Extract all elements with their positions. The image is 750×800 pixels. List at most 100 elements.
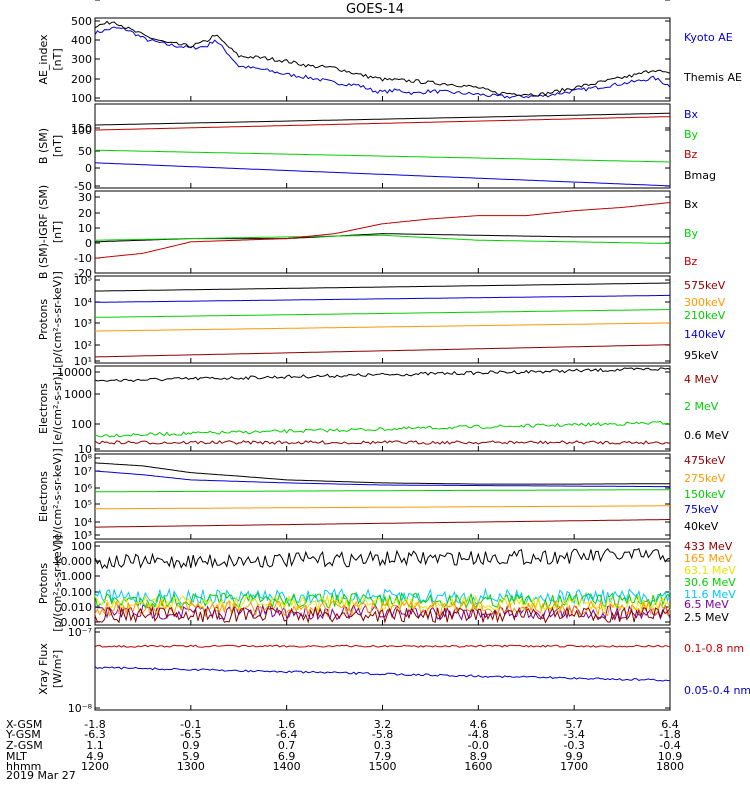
- legend-label: 150keV: [684, 488, 726, 501]
- y-axis-label: [p/(cm²-s-sr-keV)]: [51, 271, 64, 368]
- y-tick-label: 0: [85, 0, 92, 3]
- y-axis-label: [p/(cm²-s-sr-keV)]: [51, 535, 64, 632]
- panel-protons_high: 100 10.000 1.000 0.100 0.010 0.001 Protons [p/(…: [37, 535, 736, 632]
- y-axis-label: [e/(cm²-s-sr-keV)]: [51, 448, 64, 544]
- series-line-0-6-mev: [94, 367, 671, 383]
- legend-label: 140keV: [684, 328, 726, 341]
- panel-frame: [94, 627, 671, 711]
- legend-label: 475keV: [684, 454, 726, 467]
- x-axis-value: -0.0: [468, 739, 489, 752]
- x-axis-row-label: Z-GSM: [6, 739, 43, 752]
- legend-label: 275keV: [684, 472, 726, 485]
- x-axis-value: 10.9: [658, 750, 683, 763]
- legend-label: 6.5 MeV: [684, 598, 729, 611]
- legend-label: 4 MeV: [684, 373, 719, 386]
- series-line-bz: [95, 116, 671, 131]
- x-axis-value: -0.4: [659, 739, 680, 752]
- series-line-11-6-mev: [94, 587, 671, 606]
- series-line-2-5-mev: [94, 547, 671, 570]
- series-line-63-1-mev: [94, 594, 671, 613]
- x-axis-value: 7.9: [374, 750, 392, 763]
- series-line-kyoto-ae: [94, 26, 671, 99]
- y-tick-label: 0.001: [61, 616, 93, 629]
- y-axis-label: Protons: [37, 299, 50, 340]
- y-tick-label: 10³: [74, 317, 92, 330]
- x-axis-value: 0.3: [374, 739, 392, 752]
- legend-label: 575keV: [684, 279, 726, 292]
- series-line-95kev: [94, 282, 670, 292]
- legend-label: Themis AE: [683, 71, 742, 84]
- y-tick-label: 10²: [74, 339, 92, 352]
- series-line-300kev: [95, 322, 670, 332]
- y-tick-label: 0: [85, 162, 92, 175]
- series-line-140kev: [95, 294, 670, 303]
- y-tick-label: -50: [74, 180, 92, 193]
- panel-electrons_high: 10000 1000 100 10 Electrons [e/(cm²-s-sr)] 0.6…: [37, 365, 729, 456]
- y-tick-label: 50: [78, 145, 92, 158]
- y-tick-label: 10⁻⁷: [68, 626, 92, 639]
- series-line-bz: [94, 202, 671, 259]
- y-tick-label: 10⁸: [74, 452, 93, 465]
- y-tick-label: 100: [71, 540, 92, 553]
- x-axis-value: 1400: [273, 760, 301, 773]
- legend-label: 0.05-0.4 nm: [684, 684, 750, 697]
- x-axis-row-label: MLT: [6, 750, 27, 763]
- x-axis-value: 1700: [560, 760, 588, 773]
- series-line-by: [95, 149, 671, 163]
- y-axis-label: [nT]: [51, 221, 64, 243]
- y-tick-label: 0.100: [61, 586, 93, 599]
- x-axis-value: 0.9: [182, 739, 200, 752]
- y-tick-label: 100: [71, 418, 92, 431]
- panel-bigrf: 30 20 10 0 -10 -20 B (SM)-IGRF (SM) [nT] Bx By Bz: [37, 185, 699, 280]
- x-axis-value: 1800: [656, 760, 684, 773]
- x-axis-value: -1.8: [84, 718, 105, 731]
- legend-label: 165 MeV: [684, 552, 733, 565]
- y-tick-label: 200: [71, 73, 92, 86]
- legend-label: 433 MeV: [684, 540, 733, 553]
- y-tick-label: 10⁻⁸: [68, 702, 93, 715]
- y-axis-label: [W/m²]: [51, 650, 64, 688]
- y-tick-label: 10⁶: [74, 482, 93, 495]
- x-axis-value: 1.6: [278, 718, 296, 731]
- y-tick-label: 20: [78, 207, 92, 220]
- x-axis-value: 6.9: [278, 750, 296, 763]
- series-line-by: [95, 234, 671, 244]
- series-line-150kev: [95, 489, 671, 493]
- panel-frame: [94, 275, 671, 364]
- x-axis-value: -6.3: [84, 728, 105, 741]
- x-axis-value: -0.3: [563, 739, 584, 752]
- series-line-475kev: [95, 519, 670, 528]
- y-tick-label: 10⁴: [74, 516, 93, 529]
- legend-label: 75keV: [684, 503, 719, 516]
- y-tick-label: 10.000: [54, 555, 93, 568]
- y-axis-label: [nT]: [51, 135, 64, 157]
- series-line-40kev: [94, 462, 670, 485]
- x-axis-value: 6.4: [661, 718, 679, 731]
- x-axis-value: 1600: [464, 760, 492, 773]
- x-axis-value: 8.9: [470, 750, 488, 763]
- x-axis-value: -1.8: [659, 728, 680, 741]
- legend-label: Bz: [684, 255, 698, 268]
- y-tick-label: 30: [78, 191, 92, 204]
- y-tick-label: 100: [71, 124, 92, 137]
- series-line-bx: [94, 162, 671, 187]
- series-line-0-1-0-8-nm: [94, 644, 671, 648]
- panel-protons_mag: 10⁵ 10⁴ 10³ 10² 10¹ Protons [p/(cm²-s-sr-keV)]…: [37, 271, 726, 368]
- x-axis-value: 4.9: [86, 750, 104, 763]
- x-axis-value: 0.7: [278, 739, 296, 752]
- y-tick-label: 150: [71, 122, 92, 135]
- y-tick-label: 10⁵: [74, 274, 92, 287]
- legend-label: 0.6 MeV: [684, 429, 729, 442]
- y-axis-label: Electrons: [37, 471, 50, 522]
- legend-label: 0.1-0.8 nm: [684, 642, 744, 655]
- y-tick-label: 0: [85, 237, 92, 250]
- y-tick-label: 100: [71, 92, 92, 105]
- y-tick-label: 10⁵: [74, 498, 92, 511]
- legend-label: Bz: [684, 148, 698, 161]
- legend-label: 63.1 MeV: [684, 564, 736, 577]
- x-axis-value: -0.1: [180, 718, 201, 731]
- x-axis-row-label: 2019 Mar 27: [6, 769, 76, 782]
- x-axis-value: 3.2: [374, 718, 392, 731]
